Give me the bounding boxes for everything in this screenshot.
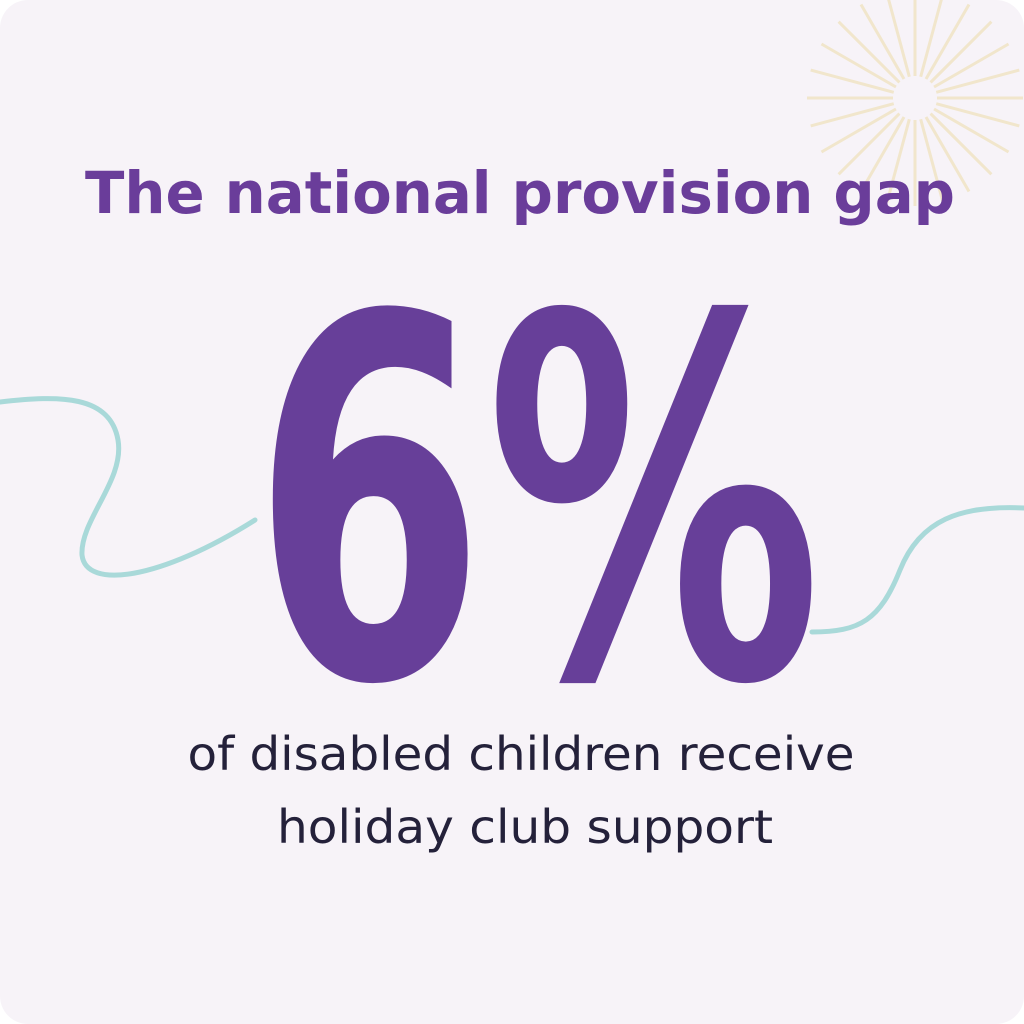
sunburst-ray xyxy=(935,68,1020,94)
sunburst-ray xyxy=(820,42,897,89)
sunburst-ray xyxy=(837,20,901,84)
caption-line: of disabled children receive xyxy=(188,727,855,781)
sunburst-ray xyxy=(919,118,945,203)
sunburst-ray xyxy=(859,116,906,193)
sunburst-ray xyxy=(837,112,901,176)
sunburst-ray xyxy=(933,107,1010,154)
wave-left xyxy=(0,396,258,578)
caption-line: holiday club support xyxy=(277,800,773,854)
sunburst-ray xyxy=(924,116,971,193)
sunburst-ray xyxy=(935,102,1020,128)
wave-right xyxy=(809,505,1024,635)
sunburst-ray xyxy=(810,102,895,128)
sunburst-ray xyxy=(885,118,911,203)
stat: 6% xyxy=(252,212,822,794)
sunburst-ray xyxy=(820,107,897,154)
sunburst-ray xyxy=(919,0,943,78)
sunburst-ray xyxy=(887,0,911,78)
sunburst-ray xyxy=(929,20,993,84)
sunburst-ray xyxy=(810,68,895,94)
sunburst-ray xyxy=(933,42,1010,89)
sunburst-ray xyxy=(929,112,993,176)
sunburst xyxy=(807,0,1023,206)
sunburst-ray xyxy=(859,3,906,80)
sunburst-ray xyxy=(924,3,971,80)
title: The national provision gap xyxy=(85,159,955,227)
